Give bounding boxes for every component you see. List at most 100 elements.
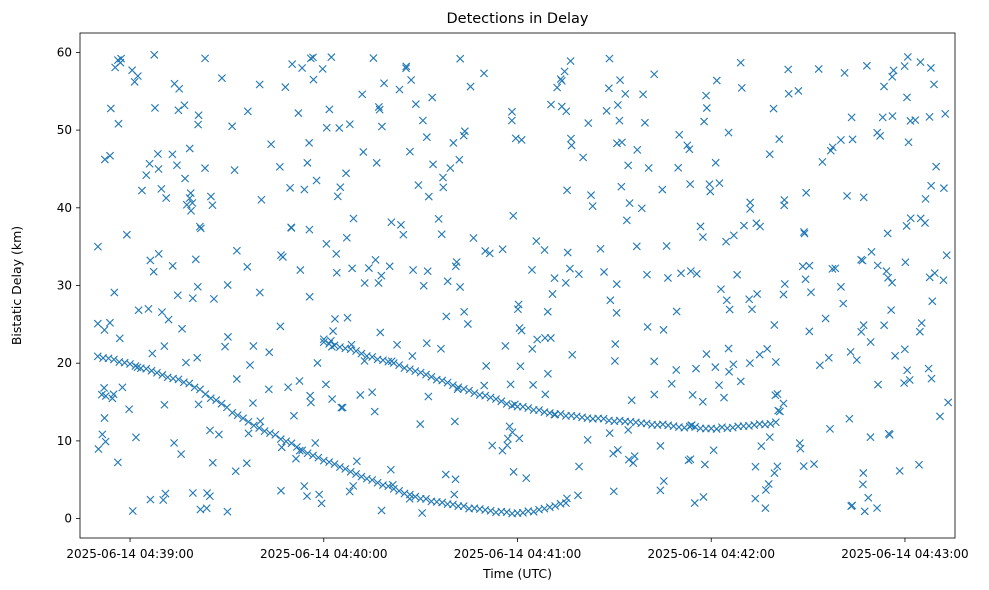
data-point-x-marker <box>930 80 938 89</box>
data-point-x-marker <box>325 458 334 467</box>
data-point-x-marker <box>221 342 230 351</box>
data-point-x-marker <box>460 307 469 316</box>
data-point-x-marker <box>180 101 189 110</box>
data-point-x-marker <box>613 445 622 454</box>
data-point-x-marker <box>248 399 257 408</box>
data-point-x-marker <box>481 247 490 256</box>
data-point-x-marker <box>209 294 218 303</box>
data-point-x-marker <box>368 353 377 361</box>
data-point-x-marker <box>895 466 904 475</box>
data-point-x-marker <box>880 82 889 91</box>
data-point-x-marker <box>174 375 183 384</box>
data-point-x-marker <box>434 214 443 223</box>
data-point-x-marker <box>775 407 784 416</box>
data-point-x-marker <box>630 452 639 461</box>
data-point-x-marker <box>508 428 517 437</box>
data-point-x-marker <box>884 273 893 282</box>
data-point-x-marker <box>441 470 450 479</box>
data-point-x-marker <box>640 118 649 127</box>
data-point-x-marker <box>720 393 729 402</box>
data-point-x-marker <box>342 169 351 178</box>
data-point-x-marker <box>702 103 711 112</box>
data-point-x-marker <box>343 313 352 322</box>
data-point-x-marker <box>330 314 339 323</box>
data-point-x-marker <box>319 338 328 347</box>
data-point-x-marker <box>190 383 199 392</box>
data-point-x-marker <box>376 328 385 337</box>
data-point-x-marker <box>157 308 166 317</box>
data-point-x-marker <box>535 406 544 415</box>
data-point-x-marker <box>357 349 366 358</box>
data-point-x-marker <box>246 361 254 370</box>
data-point-x-marker <box>836 136 845 144</box>
data-point-x-marker <box>265 348 274 357</box>
data-point-x-marker <box>369 54 378 63</box>
data-point-x-marker <box>866 433 875 442</box>
data-point-x-marker <box>662 242 671 250</box>
data-point-x-marker <box>100 383 109 392</box>
data-point-x-marker <box>133 363 142 372</box>
data-point-x-marker <box>284 383 293 392</box>
data-point-x-marker <box>193 353 202 362</box>
data-point-x-marker <box>566 134 575 143</box>
data-point-x-marker <box>385 262 394 271</box>
data-point-x-marker <box>774 406 783 415</box>
data-point-x-marker <box>378 356 387 365</box>
data-point-x-marker <box>352 347 361 355</box>
data-point-x-marker <box>517 135 526 144</box>
data-point-x-marker <box>191 255 200 264</box>
data-point-x-marker <box>402 64 411 73</box>
data-point-x-marker <box>939 184 948 193</box>
data-point-x-marker <box>779 290 788 299</box>
data-point-x-marker <box>469 234 478 242</box>
data-point-x-marker <box>411 367 420 376</box>
data-point-x-marker <box>328 395 337 404</box>
data-point-x-marker <box>194 120 203 129</box>
data-point-x-marker <box>154 249 163 258</box>
data-point-x-marker <box>699 492 708 501</box>
data-point-x-marker <box>773 390 782 398</box>
data-point-x-marker <box>336 183 345 192</box>
data-point-x-marker <box>450 417 459 426</box>
data-point-x-marker <box>627 396 636 405</box>
data-point-x-marker <box>900 62 909 71</box>
data-point-x-marker <box>753 289 762 298</box>
data-point-x-marker <box>168 261 177 270</box>
data-point-x-marker <box>925 112 934 121</box>
data-point-x-marker <box>182 200 191 209</box>
data-point-x-marker <box>300 482 309 491</box>
data-point-x-marker <box>202 504 211 513</box>
data-point-x-marker <box>905 375 914 384</box>
data-point-x-marker <box>388 480 397 489</box>
data-point-x-marker <box>349 214 358 223</box>
data-point-x-marker <box>705 180 714 189</box>
data-point-x-marker <box>935 412 944 421</box>
data-point-x-marker <box>711 158 720 167</box>
data-point-x-marker <box>196 505 205 514</box>
data-point-x-marker <box>480 69 488 78</box>
data-point-x-marker <box>418 116 427 125</box>
data-point-x-marker <box>663 273 672 282</box>
data-point-x-marker <box>672 366 681 375</box>
data-point-x-marker <box>201 164 210 173</box>
data-point-x-marker <box>160 400 169 409</box>
data-point-x-marker <box>100 414 109 423</box>
data-point-x-marker <box>891 351 900 360</box>
data-point-x-marker <box>501 341 510 350</box>
data-point-x-marker <box>801 275 810 284</box>
data-point-x-marker <box>153 149 162 158</box>
data-point-x-marker <box>105 318 114 327</box>
data-point-x-marker <box>185 379 194 388</box>
data-point-x-marker <box>337 403 346 412</box>
data-point-x-marker <box>456 282 465 291</box>
data-point-x-marker <box>643 270 651 279</box>
data-point-x-marker <box>709 446 718 455</box>
data-point-x-marker <box>550 274 559 283</box>
data-point-x-marker <box>177 450 186 459</box>
data-point-x-marker <box>596 244 605 253</box>
x-axis-title: Time (UTC) <box>482 566 552 581</box>
data-point-x-marker <box>449 138 458 147</box>
data-point-x-marker <box>295 446 304 455</box>
data-point-x-marker <box>650 70 659 79</box>
data-point-x-marker <box>311 439 320 448</box>
